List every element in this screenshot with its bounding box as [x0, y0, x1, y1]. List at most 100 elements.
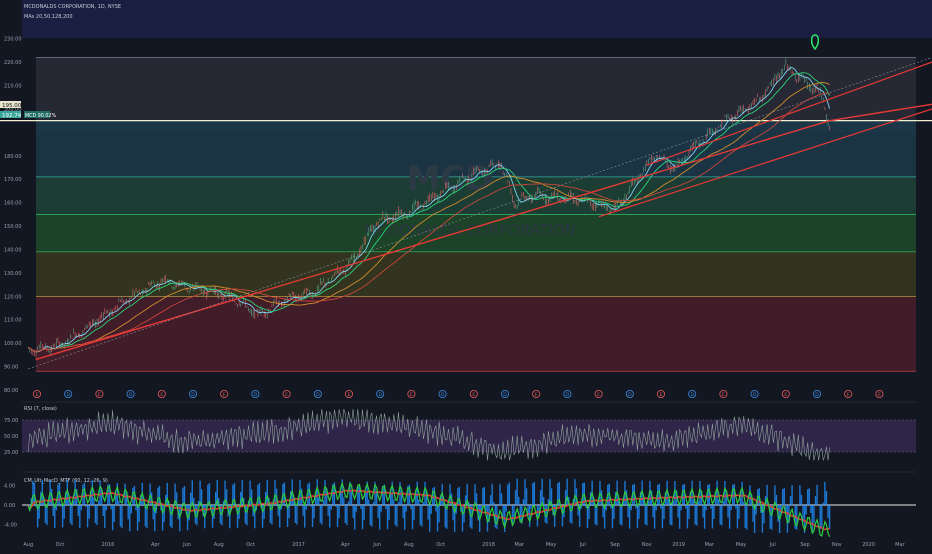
badge-195: 195.00 — [2, 103, 22, 109]
marker-label-23: D — [753, 392, 757, 398]
badge-mcd: MCD 90.02% — [25, 113, 56, 119]
x-tick-14: May — [546, 542, 556, 548]
y-tick-14: 100.00 — [4, 341, 22, 347]
marker-label-17: D — [566, 392, 570, 398]
macd-title: CM_Ult_MacD_MTF (60, 12, 26, 9) — [24, 478, 108, 484]
x-tick-12: 2018 — [482, 542, 495, 548]
marker-label-2: E — [98, 392, 101, 398]
marker-label-8: E — [285, 392, 288, 398]
ma-legend: MAs 20,50,128,200 — [24, 14, 73, 20]
fib-band-0 — [36, 296, 916, 372]
x-tick-19: Mar — [705, 542, 715, 548]
rsi-tick-3: 25.00 — [4, 450, 18, 456]
x-tick-24: 2020 — [862, 542, 875, 548]
fib-band-1 — [36, 251, 916, 297]
marker-4 — [157, 389, 166, 398]
marker-24 — [781, 389, 790, 398]
marker-label-5: D — [191, 392, 195, 398]
watermark-ticker: MCD — [406, 159, 493, 199]
y-tick-15: 90.00 — [4, 365, 18, 371]
marker-18 — [594, 389, 603, 398]
ma20-line — [27, 67, 831, 353]
marker-1 — [64, 389, 73, 398]
x-tick-20: May — [736, 542, 746, 548]
trendline-long-ext — [829, 103, 932, 122]
y-tick-2: 210.00 — [4, 84, 22, 90]
marker-5 — [188, 389, 197, 398]
trendline-mid — [598, 108, 932, 218]
marker-label-21: D — [690, 392, 694, 398]
marker-label-1: D — [66, 392, 70, 398]
x-tick-17: Nov — [642, 542, 652, 548]
marker-21 — [688, 389, 697, 398]
marker-14 — [469, 389, 478, 398]
marker-label-0: E — [36, 392, 39, 398]
trendline-upper — [646, 61, 932, 166]
marker-label-15: D — [503, 392, 507, 398]
marker-2 — [95, 389, 104, 398]
marker-8 — [282, 389, 291, 398]
macd-signal-line — [27, 489, 830, 531]
top-band — [22, 0, 932, 38]
marker-label-19: D — [628, 392, 632, 398]
marker-0 — [33, 389, 42, 398]
marker-label-14: E — [472, 392, 475, 398]
y-tick-7: 170.00 — [4, 177, 22, 183]
x-tick-6: Oct — [246, 542, 255, 548]
marker-label-7: D — [254, 392, 258, 398]
x-tick-3: Apr — [151, 542, 161, 548]
fib-band-4 — [36, 132, 916, 177]
x-tick-15: Jul — [579, 542, 586, 548]
x-tick-18: 2019 — [672, 542, 685, 548]
green-pin-icon — [810, 34, 820, 51]
marker-16 — [532, 389, 541, 398]
x-tick-23: Nov — [832, 542, 842, 548]
watermark-name: MCDONALDS CORPORATION — [364, 221, 576, 239]
marker-13 — [438, 389, 447, 398]
marker-label-10: E — [348, 392, 351, 398]
marker-label-13: D — [441, 392, 445, 398]
x-tick-9: Jun — [372, 542, 381, 548]
fib-band-5 — [36, 120, 916, 133]
trendline-dotted — [28, 57, 932, 370]
marker-label-24: E — [784, 392, 787, 398]
ma50-line — [27, 72, 831, 353]
y-tick-8: 160.00 — [4, 201, 22, 207]
marker-label-6: E — [223, 392, 226, 398]
y-tick-11: 130.00 — [4, 271, 22, 277]
x-tick-16: Sep — [610, 542, 619, 548]
x-tick-5: Aug — [214, 542, 224, 548]
marker-label-22: E — [722, 392, 725, 398]
marker-12 — [407, 389, 416, 398]
x-tick-8: Apr — [341, 542, 351, 548]
x-tick-25: Mar — [895, 542, 905, 548]
marker-22 — [719, 389, 728, 398]
badge-mcd-bg — [24, 111, 50, 118]
rsi-line — [27, 409, 830, 461]
y-tick-3: 200.00 — [4, 107, 22, 113]
x-tick-10: Aug — [404, 542, 414, 548]
y-tick-6: 180.00 — [4, 154, 22, 160]
macd-tick-2: -4.00 — [4, 522, 17, 528]
marker-label-20: E — [660, 392, 663, 398]
macd-tick-1: 0.00 — [4, 503, 15, 509]
ma200-line — [27, 92, 830, 353]
y-tick-1: 220.00 — [4, 60, 22, 66]
marker-26 — [844, 389, 853, 398]
x-tick-21: Jul — [769, 542, 776, 548]
macd-line — [27, 481, 831, 538]
marker-15 — [500, 389, 509, 398]
marker-11 — [376, 389, 385, 398]
badge-current: 192.74 — [2, 113, 22, 119]
marker-label-18: E — [597, 392, 600, 398]
marker-23 — [750, 389, 759, 398]
x-tick-1: Oct — [56, 542, 65, 548]
rsi-tick-1: 75.00 — [4, 418, 18, 424]
fib-band-2 — [36, 214, 916, 252]
marker-17 — [563, 389, 572, 398]
marker-label-3: D — [129, 392, 133, 398]
marker-label-16: E — [535, 392, 538, 398]
marker-label-9: D — [316, 392, 320, 398]
marker-9 — [313, 389, 322, 398]
